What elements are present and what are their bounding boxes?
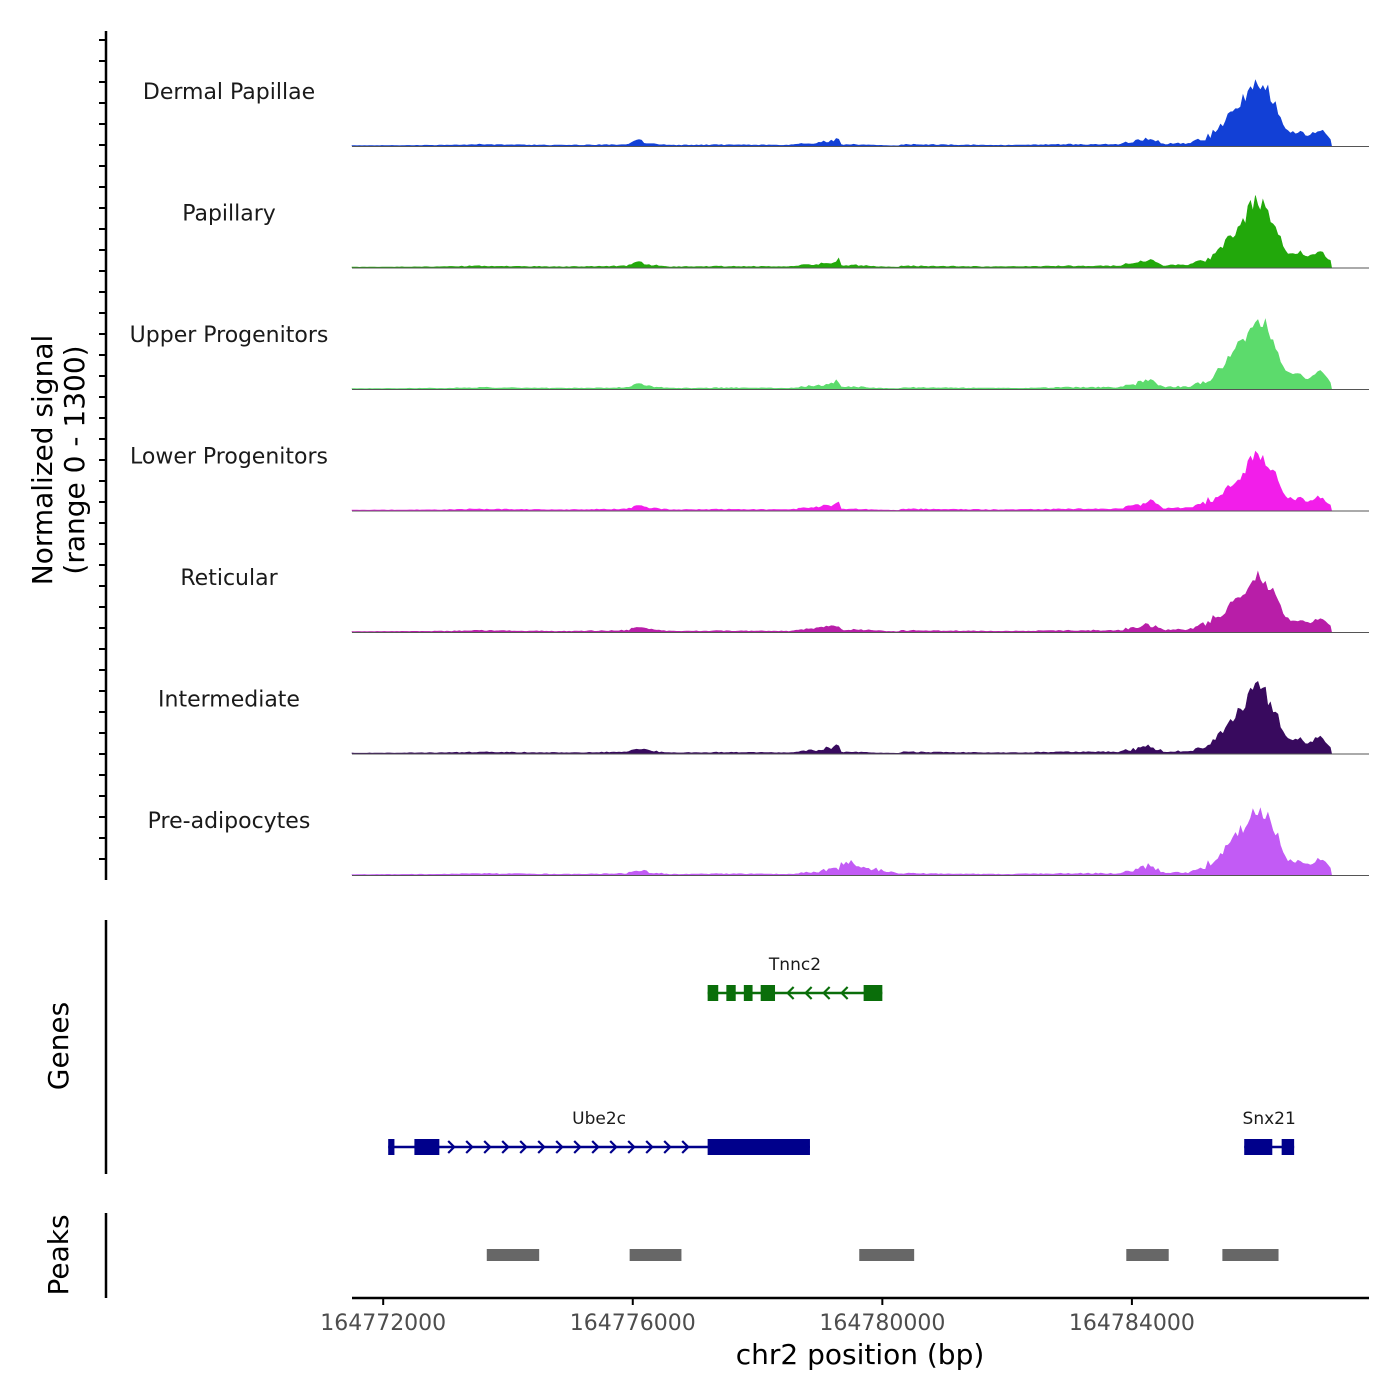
- peak-region: [1222, 1249, 1279, 1261]
- gene-exon: [707, 985, 719, 1001]
- track-label: Upper Progenitors: [130, 323, 329, 348]
- gene-snx21: Snx21: [1243, 1109, 1296, 1155]
- strand-arrow: [537, 1140, 546, 1154]
- coverage-area: [351, 195, 1332, 268]
- strand-arrow: [519, 1140, 528, 1154]
- strand-arrow: [609, 1140, 618, 1154]
- coverage-tracks: Dermal Papillae Papillary Upper Progenitor…: [130, 79, 1369, 876]
- x-tick-label: 164772000: [320, 1311, 446, 1336]
- signal-axis-ticks: [99, 39, 106, 860]
- track-papillary: Papillary: [182, 195, 1369, 269]
- track-label: Intermediate: [158, 688, 300, 713]
- peak-region: [486, 1249, 540, 1261]
- gene-exon: [414, 1139, 440, 1155]
- gene-label: Tnnc2: [768, 955, 821, 975]
- strand-arrow: [501, 1140, 510, 1154]
- y-axis-title-line-1: Normalized signal: [26, 335, 59, 586]
- gene-annotations: Tnnc2 Ube2c Snx21: [388, 955, 1296, 1155]
- gene-tnnc2: Tnnc2: [707, 955, 883, 1001]
- coverage-area: [351, 450, 1332, 511]
- gene-exon: [726, 985, 736, 1001]
- track-lower-progenitors: Lower Progenitors: [130, 445, 1369, 512]
- track-pre-adipocytes: Pre-adipocytes: [148, 807, 1369, 876]
- strand-arrow: [822, 986, 831, 1000]
- track-intermediate: Intermediate: [158, 681, 1369, 755]
- x-axis-title: chr2 position (bp): [736, 1338, 985, 1371]
- x-tick-label: 164776000: [570, 1311, 696, 1336]
- gene-ube2c: Ube2c: [388, 1109, 810, 1155]
- peak-region: [859, 1249, 915, 1261]
- strand-arrow: [447, 1140, 456, 1154]
- strand-arrow: [663, 1140, 672, 1154]
- gene-exon: [1244, 1139, 1273, 1155]
- peak-region: [629, 1249, 682, 1261]
- gene-exon: [707, 1139, 810, 1155]
- gene-exon: [743, 985, 753, 1001]
- strand-arrow: [591, 1140, 600, 1154]
- y-axis-title-line-2: (range 0 - 1300): [58, 345, 91, 574]
- x-tick-label: 164784000: [1069, 1311, 1195, 1336]
- strand-arrow: [804, 986, 813, 1000]
- strand-arrow: [555, 1140, 564, 1154]
- track-label: Papillary: [182, 202, 276, 227]
- gene-label: Ube2c: [572, 1109, 626, 1129]
- coverage-area: [351, 681, 1332, 754]
- track-label: Reticular: [180, 566, 278, 591]
- strand-arrow: [483, 1140, 492, 1154]
- strand-arrow: [627, 1140, 636, 1154]
- strand-arrow: [681, 1140, 690, 1154]
- track-label: Pre-adipocytes: [148, 809, 311, 834]
- track-reticular: Reticular: [180, 566, 1369, 633]
- coverage-area: [351, 807, 1332, 876]
- coverage-area: [351, 318, 1332, 390]
- gene-exon: [863, 985, 883, 1001]
- gene-exon: [1281, 1139, 1295, 1155]
- track-label: Dermal Papillae: [143, 80, 315, 105]
- peak-region: [1126, 1249, 1169, 1261]
- gene-exon: [388, 1139, 395, 1155]
- peaks-track-label: Peaks: [42, 1214, 75, 1295]
- peak-regions: [486, 1249, 1279, 1261]
- strand-arrow: [786, 986, 795, 1000]
- gene-exon: [760, 985, 776, 1001]
- track-upper-progenitors: Upper Progenitors: [130, 318, 1369, 390]
- strand-arrow: [645, 1140, 654, 1154]
- x-axis-ticks: 164772000 164776000 164780000 164784000: [320, 1298, 1195, 1336]
- coverage-area: [351, 570, 1332, 633]
- coverage-area: [351, 79, 1332, 147]
- strand-arrow: [840, 986, 849, 1000]
- strand-arrow: [465, 1140, 474, 1154]
- x-tick-label: 164780000: [819, 1311, 945, 1336]
- strand-arrow: [573, 1140, 582, 1154]
- track-label: Lower Progenitors: [130, 445, 328, 470]
- gene-label: Snx21: [1243, 1109, 1296, 1129]
- genes-track-label: Genes: [42, 1002, 75, 1090]
- y-axis-title: Normalized signal (range 0 - 1300): [26, 335, 91, 586]
- track-dermal-papillae: Dermal Papillae: [143, 79, 1369, 147]
